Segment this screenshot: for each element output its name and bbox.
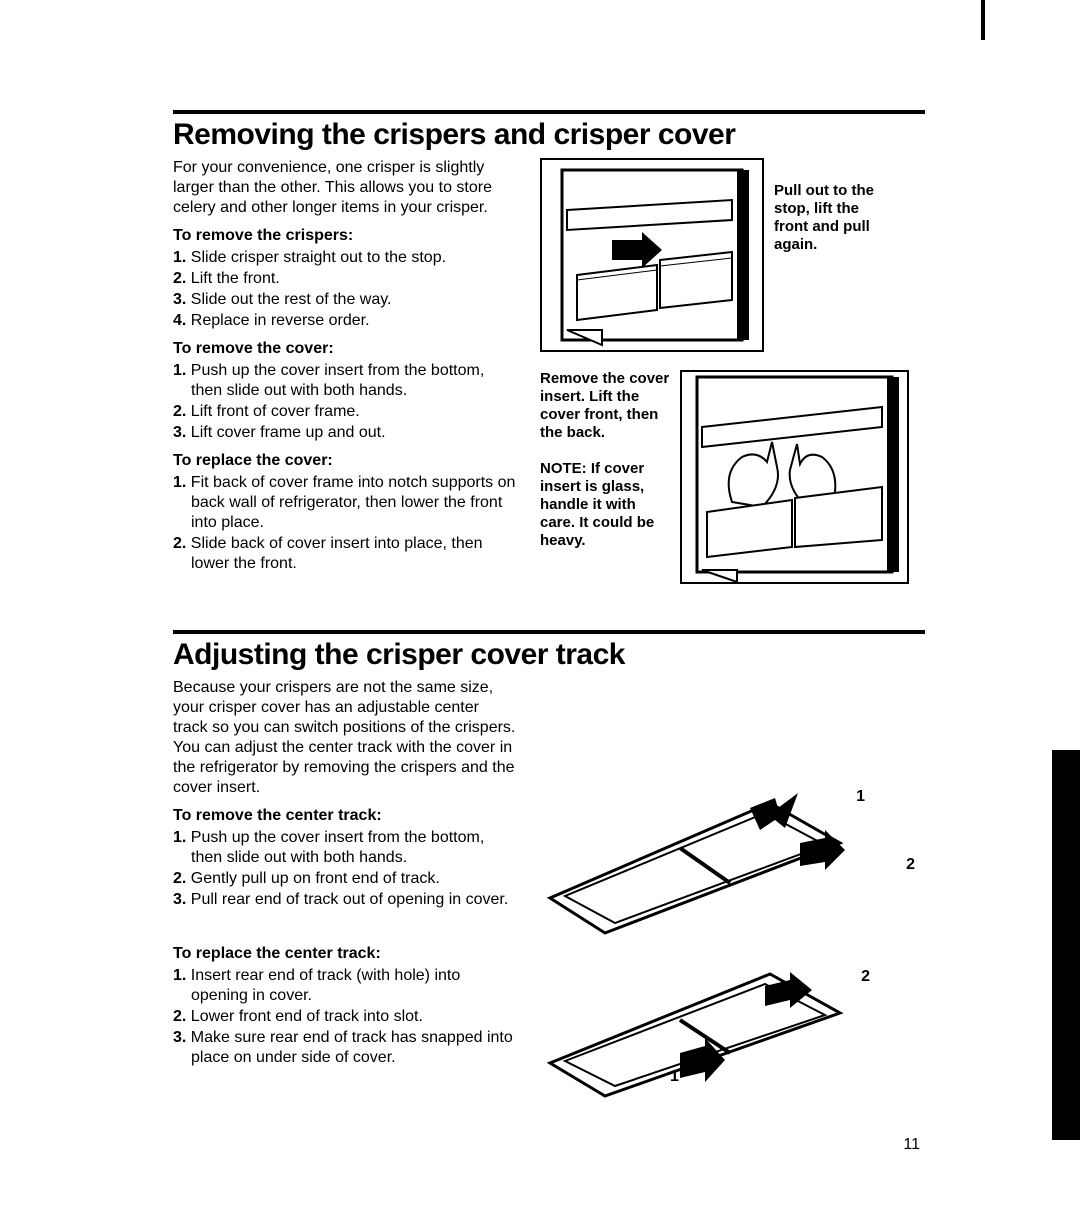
- right-column: 1 2 2 1: [540, 678, 925, 1098]
- crisper-illustration-svg: [542, 160, 762, 350]
- cover-illustration-svg: [682, 372, 907, 582]
- step-text: Lift front of cover frame.: [191, 403, 360, 420]
- section-removing-crispers: Removing the crispers and crisper cover …: [173, 110, 925, 602]
- figure-label-2: 2: [906, 856, 915, 874]
- subhead-replace-track: To replace the center track:: [173, 944, 518, 964]
- subhead-remove-cover: To remove the cover:: [173, 339, 518, 359]
- step-item: 1. Fit back of cover frame into notch su…: [173, 473, 518, 533]
- page-corner-mark: [981, 0, 985, 40]
- step-item: 1. Slide crisper straight out to the sto…: [173, 248, 518, 268]
- intro-text: Because your crispers are not the same s…: [173, 678, 518, 798]
- step-text: Replace in reverse order.: [191, 312, 370, 329]
- step-item: 3. Lift cover frame up and out.: [173, 423, 518, 443]
- step-text: Insert rear end of track (with hole) int…: [191, 967, 460, 1004]
- right-column: Pull out to the stop, lift the front and…: [540, 158, 925, 602]
- steps-replace-cover: 1. Fit back of cover frame into notch su…: [173, 473, 518, 574]
- steps-remove-track: 1. Push up the cover insert from the bot…: [173, 828, 518, 910]
- figure-cover-remove: Remove the cover insert. Lift the cover …: [540, 370, 925, 584]
- section-adjusting-track: Adjusting the crisper cover track Becaus…: [173, 630, 925, 1098]
- step-text: Slide out the rest of the way.: [191, 291, 392, 308]
- step-text: Lower front end of track into slot.: [191, 1008, 423, 1025]
- figure-label-2b: 2: [861, 968, 870, 986]
- step-item: 2. Gently pull up on front end of track.: [173, 869, 518, 889]
- step-text: Make sure rear end of track has snapped …: [191, 1029, 513, 1066]
- figure-label-1b: 1: [670, 1068, 679, 1086]
- track-replace-svg: [540, 968, 850, 1098]
- steps-remove-crispers: 1. Slide crisper straight out to the sto…: [173, 248, 518, 331]
- section-title: Adjusting the crisper cover track: [173, 638, 925, 672]
- section-rule: [173, 110, 925, 114]
- left-column: Because your crispers are not the same s…: [173, 678, 518, 1098]
- step-text: Push up the cover insert from the bottom…: [191, 829, 484, 866]
- figure-track-remove: 1 2: [540, 788, 925, 938]
- page-edge-bar: [1052, 750, 1080, 1140]
- section-title: Removing the crispers and crisper cover: [173, 118, 925, 152]
- step-item: 2. Lift front of cover frame.: [173, 402, 518, 422]
- figure-caption-pullout: Pull out to the stop, lift the front and…: [774, 158, 874, 254]
- step-item: 1. Push up the cover insert from the bot…: [173, 828, 518, 868]
- step-text: Lift cover frame up and out.: [191, 424, 386, 441]
- step-item: 2. Lift the front.: [173, 269, 518, 289]
- step-text: Lift the front.: [191, 270, 280, 287]
- step-text: Gently pull up on front end of track.: [191, 870, 440, 887]
- step-text: Pull rear end of track out of opening in…: [191, 891, 509, 908]
- caption-text: Remove the cover insert. Lift the cover …: [540, 370, 669, 441]
- step-item: 3. Pull rear end of track out of opening…: [173, 890, 518, 910]
- figure-track-replace: 2 1: [540, 968, 925, 1098]
- page-number: 11: [903, 1136, 920, 1154]
- steps-remove-cover: 1. Push up the cover insert from the bot…: [173, 361, 518, 443]
- step-item: 2. Lower front end of track into slot.: [173, 1007, 518, 1027]
- step-text: Fit back of cover frame into notch suppo…: [191, 474, 516, 531]
- figure-caption-cover: Remove the cover insert. Lift the cover …: [540, 370, 670, 550]
- step-text: Slide back of cover insert into place, t…: [191, 535, 483, 572]
- intro-text: For your convenience, one crisper is sli…: [173, 158, 518, 218]
- track-remove-svg: [540, 788, 850, 938]
- step-item: 1. Push up the cover insert from the bot…: [173, 361, 518, 401]
- illustration-crisper: [540, 158, 764, 352]
- subhead-remove-track: To remove the center track:: [173, 806, 518, 826]
- step-item: 3. Make sure rear end of track has snapp…: [173, 1028, 518, 1068]
- figure-label-1: 1: [856, 788, 865, 806]
- illustration-cover: [680, 370, 909, 584]
- step-item: 1. Insert rear end of track (with hole) …: [173, 966, 518, 1006]
- step-text: Push up the cover insert from the bottom…: [191, 362, 484, 399]
- left-column: For your convenience, one crisper is sli…: [173, 158, 518, 602]
- step-item: 3. Slide out the rest of the way.: [173, 290, 518, 310]
- subhead-replace-cover: To replace the cover:: [173, 451, 518, 471]
- step-item: 4. Replace in reverse order.: [173, 311, 518, 331]
- caption-note: NOTE: If cover insert is glass, handle i…: [540, 460, 654, 549]
- step-text: Slide crisper straight out to the stop.: [191, 249, 446, 266]
- figure-crisper-pullout: Pull out to the stop, lift the front and…: [540, 158, 925, 352]
- step-item: 2. Slide back of cover insert into place…: [173, 534, 518, 574]
- subhead-remove-crispers: To remove the crispers:: [173, 226, 518, 246]
- section-rule: [173, 630, 925, 634]
- steps-replace-track: 1. Insert rear end of track (with hole) …: [173, 966, 518, 1068]
